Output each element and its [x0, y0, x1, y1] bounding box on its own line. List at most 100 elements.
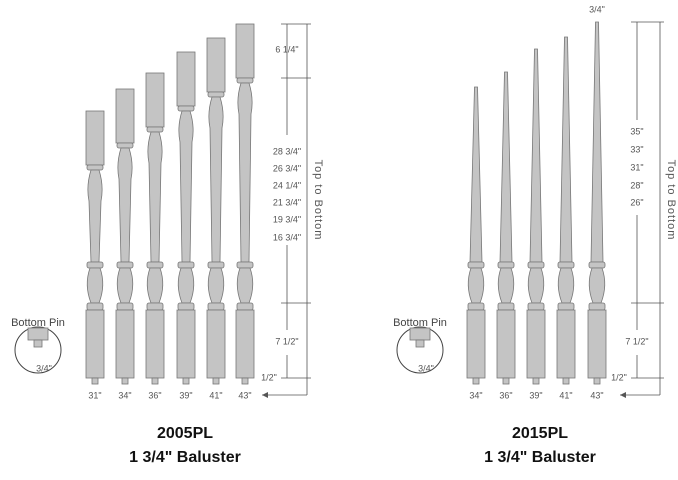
height-label: 34": [118, 390, 131, 400]
shaft: [529, 48, 543, 263]
pin-size: 3/4": [36, 363, 52, 373]
shaft: [499, 71, 513, 263]
panel-subtitle: 1 3/4" Baluster: [484, 449, 596, 466]
pin-stub: [415, 339, 425, 348]
ring: [527, 302, 545, 311]
pin-block: [409, 327, 431, 341]
middle-dimension: 28": [630, 180, 643, 190]
middle-dimension: 26": [630, 197, 643, 207]
pin-title: Bottom Pin: [393, 317, 447, 329]
bottom-block: [466, 309, 486, 379]
bottom-block: [176, 309, 196, 379]
collar: [86, 164, 104, 171]
height-label: 39": [179, 390, 192, 400]
pin-size: 3/4": [418, 363, 434, 373]
axis-label: Top to Bottom: [665, 160, 677, 241]
ring: [557, 261, 575, 269]
pin: [532, 377, 540, 385]
shaft: [178, 110, 194, 263]
top-block: [85, 110, 105, 166]
middle-dimension: 33": [630, 144, 643, 154]
top-block: [145, 72, 165, 128]
baluster: [587, 21, 607, 385]
ring: [116, 302, 134, 311]
pin-dimension: 1/2": [261, 372, 277, 382]
vase: [467, 267, 485, 304]
shaft: [87, 169, 103, 263]
pin: [472, 377, 480, 385]
pin: [212, 377, 220, 385]
bottom-block: [206, 309, 226, 379]
baluster: [145, 72, 165, 385]
panel-title: 2015PL: [512, 425, 568, 442]
top-block: [235, 23, 255, 79]
pin: [593, 377, 601, 385]
collar: [207, 91, 225, 98]
height-label: 34": [469, 390, 482, 400]
shaft: [237, 82, 253, 263]
pin: [151, 377, 159, 385]
pin: [241, 377, 249, 385]
baluster: [176, 51, 196, 385]
vase: [86, 267, 104, 304]
bottom-block: [556, 309, 576, 379]
vase: [527, 267, 545, 304]
pin-dimension: 1/2": [611, 372, 627, 382]
height-label: 36": [499, 390, 512, 400]
ring: [236, 261, 254, 269]
shaft: [208, 96, 224, 263]
ring: [467, 261, 485, 269]
middle-dimension: 16 3/4": [273, 232, 301, 242]
ring: [116, 261, 134, 269]
top-block: [176, 51, 196, 107]
bottom-block: [115, 309, 135, 379]
vase: [207, 267, 225, 304]
collar: [177, 105, 195, 112]
ring: [497, 261, 515, 269]
baluster: [466, 86, 486, 385]
height-label: 39": [529, 390, 542, 400]
height-label: 41": [559, 390, 572, 400]
baluster: [496, 71, 516, 385]
pin-block: [27, 327, 49, 341]
ring: [527, 261, 545, 269]
pin-stub: [33, 339, 43, 348]
ring: [467, 302, 485, 311]
ring: [177, 261, 195, 269]
ring: [86, 302, 104, 311]
ring: [236, 302, 254, 311]
bottom-block: [145, 309, 165, 379]
arrow: [620, 392, 626, 398]
shaft: [469, 86, 483, 263]
vase: [236, 267, 254, 304]
height-label: 43": [590, 390, 603, 400]
panel-title: 2005PL: [157, 425, 213, 442]
bottom-block: [235, 309, 255, 379]
vase: [146, 267, 164, 304]
shaft: [590, 21, 604, 263]
top-block: [206, 37, 226, 93]
vase: [557, 267, 575, 304]
height-label: 31": [88, 390, 101, 400]
middle-dimension: 31": [630, 162, 643, 172]
pin: [91, 377, 99, 385]
top-dimension: 3/4": [589, 4, 605, 14]
ring: [146, 261, 164, 269]
collar: [146, 126, 164, 133]
baluster: [115, 88, 135, 385]
ring: [588, 261, 606, 269]
ring: [86, 261, 104, 269]
pin-circle: [396, 326, 444, 374]
ring: [207, 302, 225, 311]
bottom-block: [526, 309, 546, 379]
pin: [121, 377, 129, 385]
collar: [236, 77, 254, 84]
baluster: [85, 110, 105, 385]
top-dimension: 6 1/4": [275, 44, 298, 54]
panel-subtitle: 1 3/4" Baluster: [129, 449, 241, 466]
vase: [116, 267, 134, 304]
bottom-dimension: 7 1/2": [275, 336, 298, 346]
middle-dimension: 24 1/4": [273, 180, 301, 190]
pin: [502, 377, 510, 385]
